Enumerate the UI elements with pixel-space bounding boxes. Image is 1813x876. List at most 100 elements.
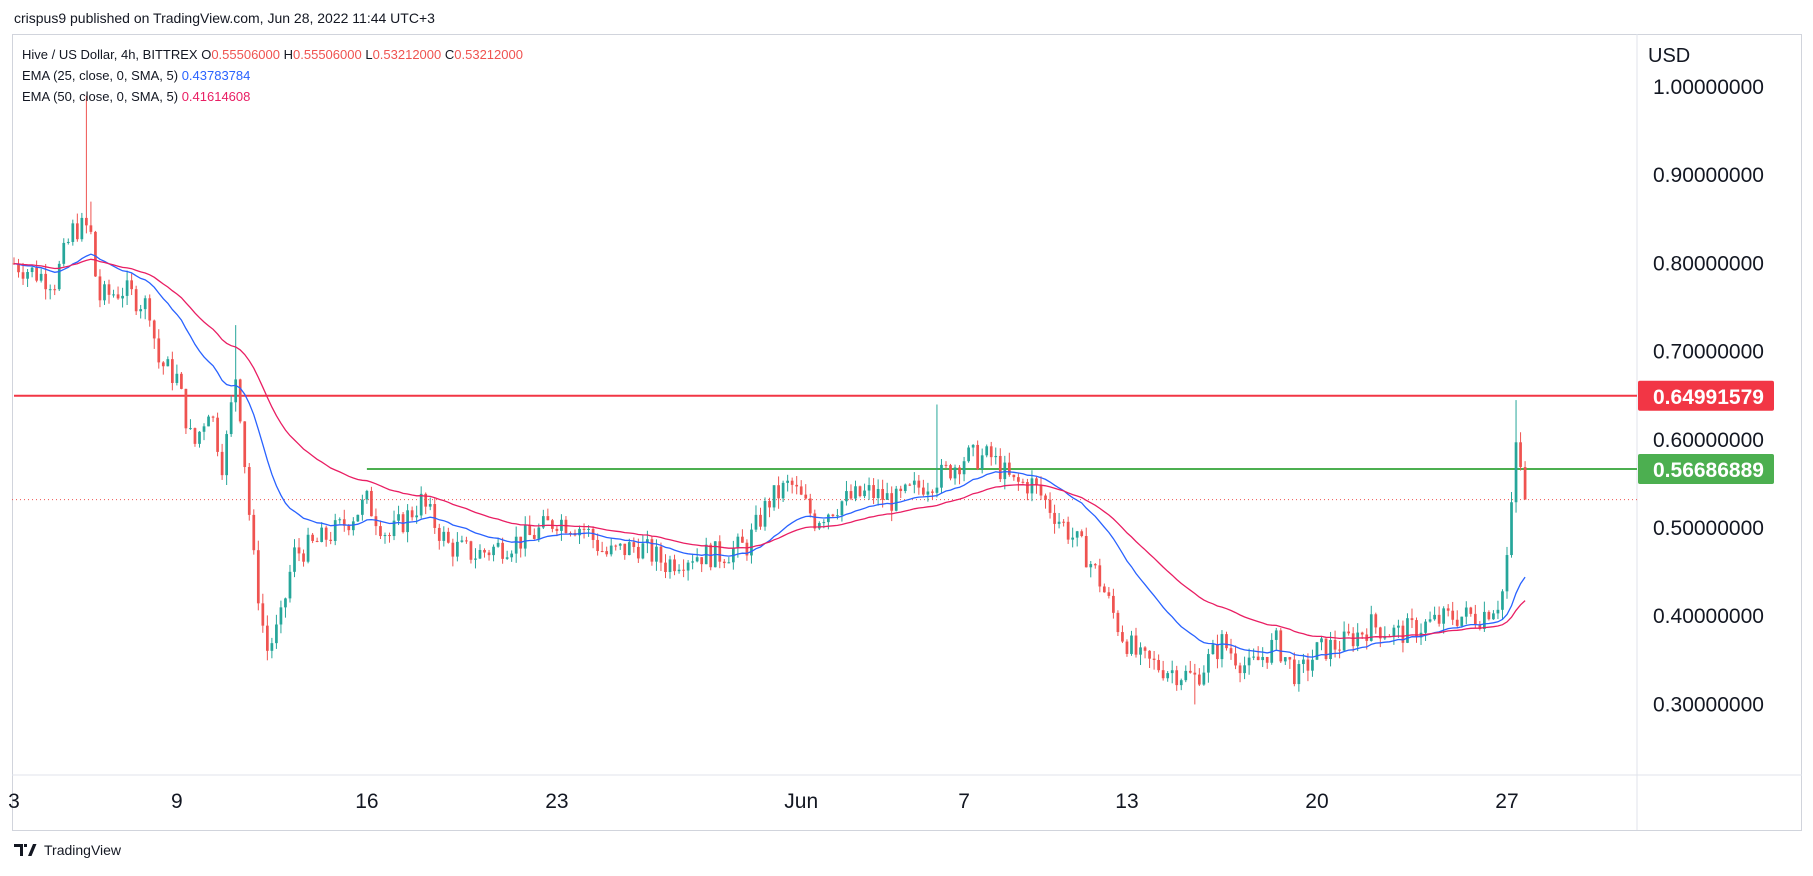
candle bbox=[1252, 656, 1255, 658]
candle bbox=[107, 284, 111, 295]
candle bbox=[1347, 631, 1351, 634]
candle bbox=[98, 276, 102, 301]
x-tick-label: 7 bbox=[958, 790, 970, 813]
candle bbox=[962, 461, 966, 475]
candle bbox=[1505, 555, 1509, 592]
resistance-price-label: 0.64991579 bbox=[1653, 386, 1764, 409]
candle bbox=[116, 294, 120, 299]
x-tick-label: 9 bbox=[171, 790, 183, 813]
candle bbox=[26, 272, 29, 279]
candle bbox=[582, 528, 586, 530]
candle bbox=[392, 520, 396, 537]
candle bbox=[1356, 632, 1360, 647]
candle bbox=[940, 464, 943, 488]
candle bbox=[53, 289, 57, 291]
candle bbox=[989, 446, 993, 458]
candle bbox=[1455, 619, 1459, 626]
candle bbox=[510, 553, 514, 558]
candle bbox=[71, 223, 75, 242]
candle bbox=[777, 485, 780, 499]
y-tick-label: 1.00000000 bbox=[1653, 76, 1764, 99]
candle bbox=[85, 217, 88, 226]
candle bbox=[478, 549, 482, 559]
candle bbox=[207, 416, 210, 427]
candle bbox=[845, 491, 848, 502]
candle bbox=[804, 494, 808, 499]
candle bbox=[1193, 672, 1197, 675]
candle bbox=[247, 467, 251, 515]
candle bbox=[908, 484, 912, 486]
candle bbox=[1220, 634, 1224, 660]
candle bbox=[243, 421, 247, 468]
x-tick-label: 13 bbox=[1115, 790, 1138, 813]
candle bbox=[1197, 674, 1201, 685]
candle bbox=[867, 485, 871, 491]
candle bbox=[1265, 656, 1269, 663]
candle bbox=[216, 417, 219, 452]
candle bbox=[1084, 536, 1088, 568]
published-caption: crispus9 published on TradingView.com, J… bbox=[14, 10, 435, 26]
candle bbox=[1175, 670, 1179, 686]
footer: TradingView bbox=[14, 842, 121, 858]
candle bbox=[1487, 611, 1491, 620]
candle bbox=[1424, 621, 1427, 633]
candle bbox=[469, 541, 473, 560]
x-tick-label: 27 bbox=[1495, 790, 1518, 813]
tradingview-logo-icon bbox=[14, 844, 37, 856]
candle bbox=[1501, 591, 1504, 610]
low-value: 0.53212000 bbox=[372, 47, 442, 62]
candle bbox=[931, 491, 934, 493]
candle bbox=[632, 542, 636, 547]
candle bbox=[1116, 612, 1120, 633]
candle bbox=[514, 536, 518, 554]
candle bbox=[234, 379, 238, 403]
high-value: 0.55506000 bbox=[293, 47, 362, 62]
candle bbox=[57, 263, 61, 290]
candle bbox=[808, 498, 812, 514]
candle bbox=[428, 504, 432, 507]
close-value: 0.53212000 bbox=[454, 47, 523, 62]
candle bbox=[39, 273, 43, 281]
candle bbox=[786, 480, 789, 483]
candle bbox=[333, 520, 337, 541]
candle bbox=[781, 482, 785, 499]
ema50-value: 0.41614608 bbox=[181, 89, 251, 104]
candle bbox=[691, 561, 694, 563]
candle bbox=[320, 527, 324, 542]
candle bbox=[1483, 611, 1486, 629]
candle bbox=[673, 559, 676, 572]
candle bbox=[261, 603, 265, 626]
x-tick-label: 23 bbox=[545, 790, 568, 813]
candle bbox=[148, 298, 152, 321]
candle bbox=[1179, 680, 1183, 686]
candle bbox=[1143, 647, 1147, 651]
candle bbox=[903, 484, 907, 492]
ema50-line bbox=[13, 258, 1526, 640]
candle bbox=[822, 522, 826, 524]
candle bbox=[700, 557, 704, 565]
y-tick-label: 0.40000000 bbox=[1653, 605, 1764, 628]
candle bbox=[1017, 477, 1020, 482]
candle bbox=[501, 542, 504, 559]
candle bbox=[695, 557, 699, 562]
candle bbox=[198, 431, 201, 444]
candle bbox=[356, 514, 360, 522]
candle bbox=[1130, 635, 1133, 654]
candle bbox=[1148, 650, 1151, 659]
candle bbox=[1216, 644, 1219, 660]
candle bbox=[460, 540, 464, 542]
candle bbox=[1338, 649, 1341, 651]
candle bbox=[1374, 614, 1378, 628]
candle bbox=[1428, 619, 1432, 622]
candle bbox=[1035, 478, 1038, 485]
candle bbox=[1003, 462, 1007, 480]
candle bbox=[1026, 482, 1029, 494]
candle bbox=[917, 480, 921, 488]
candle bbox=[311, 534, 314, 541]
candle bbox=[1044, 495, 1047, 500]
legend-ema50-row: EMA (50, close, 0, SMA, 5) 0.41614608 bbox=[22, 86, 523, 107]
candle bbox=[1039, 484, 1043, 496]
candle bbox=[442, 531, 446, 541]
candle bbox=[1283, 657, 1287, 662]
